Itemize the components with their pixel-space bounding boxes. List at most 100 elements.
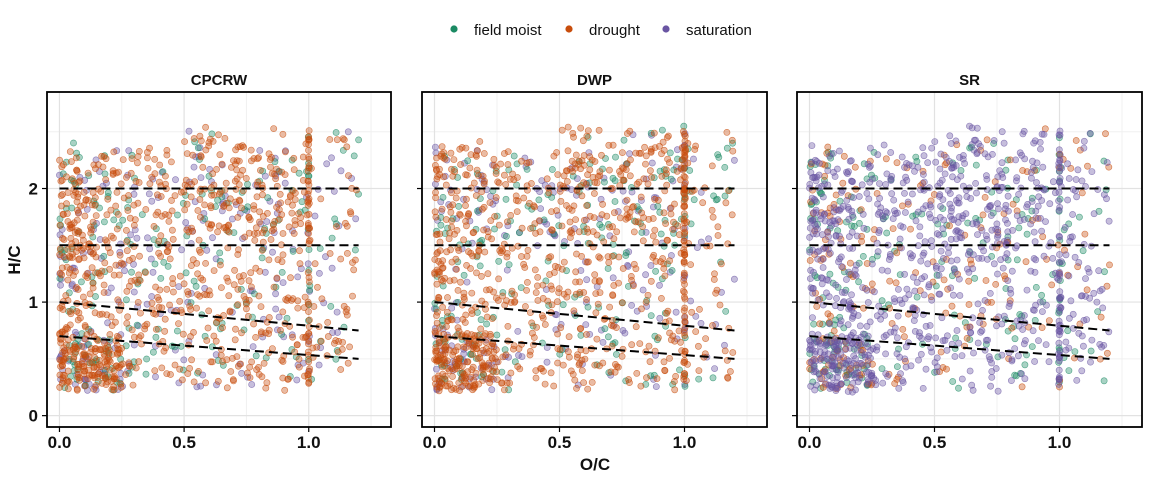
data-point [979, 306, 986, 314]
data-point [66, 348, 74, 356]
data-point [500, 171, 508, 179]
data-point [823, 341, 830, 348]
data-point [851, 222, 858, 230]
data-point [524, 246, 532, 254]
data-point [435, 336, 443, 344]
data-point [134, 199, 142, 207]
data-point [651, 332, 659, 340]
data-point [899, 379, 907, 386]
data-point [117, 383, 125, 391]
data-point [142, 206, 150, 213]
data-point [1028, 343, 1036, 350]
data-point [932, 158, 940, 166]
data-point [252, 333, 259, 341]
data-point [847, 259, 854, 267]
data-point [341, 219, 349, 227]
data-point [100, 281, 108, 289]
data-point [444, 294, 451, 301]
data-point [1052, 189, 1059, 197]
data-point [583, 296, 590, 303]
data-point [187, 306, 194, 313]
data-point [638, 229, 646, 236]
data-point [514, 197, 522, 205]
data-point [1081, 230, 1089, 238]
data-point [445, 235, 453, 243]
data-point [270, 283, 278, 291]
data-point [1086, 129, 1094, 137]
data-point [265, 150, 273, 158]
data-point [585, 258, 592, 266]
data-point [926, 322, 934, 329]
data-point [165, 243, 173, 251]
data-point [266, 197, 274, 205]
data-point [169, 280, 177, 288]
data-point [1062, 251, 1070, 259]
data-point [972, 179, 979, 187]
data-point [81, 212, 89, 220]
legend-label: saturation [686, 22, 752, 39]
data-point [288, 331, 296, 339]
data-point [463, 278, 471, 286]
data-point [444, 316, 452, 324]
data-point [895, 384, 903, 392]
data-point [961, 160, 968, 167]
data-point [214, 228, 221, 236]
data-point [642, 152, 650, 160]
data-point [194, 207, 202, 214]
reference-line [434, 301, 735, 332]
data-point [339, 146, 347, 154]
data-point [573, 353, 581, 361]
data-point [984, 255, 991, 263]
data-point [278, 258, 286, 266]
data-point [148, 299, 156, 307]
data-point [456, 387, 463, 394]
data-point [573, 175, 581, 182]
data-point [915, 356, 922, 364]
data-point [681, 248, 688, 256]
data-point [543, 220, 550, 228]
data-point [901, 355, 909, 363]
data-point [580, 289, 588, 296]
data-point [169, 235, 177, 243]
data-point [810, 268, 817, 276]
data-point [101, 358, 109, 366]
data-point [87, 229, 95, 237]
data-point [113, 188, 121, 196]
data-point [123, 296, 130, 304]
data-point [155, 178, 163, 186]
data-point [582, 321, 590, 328]
data-point [630, 203, 637, 210]
data-point [513, 181, 520, 189]
data-point [163, 151, 171, 159]
data-point [431, 180, 439, 188]
data-point [104, 189, 112, 197]
data-point [507, 211, 515, 219]
data-point [333, 223, 340, 230]
data-point [731, 275, 738, 283]
data-point [328, 234, 336, 242]
data-point [613, 228, 621, 236]
data-point [437, 221, 445, 229]
data-point [813, 230, 820, 238]
data-point [73, 385, 81, 393]
data-point [184, 290, 192, 298]
data-point [207, 202, 215, 210]
data-point [463, 358, 471, 366]
data-point [1055, 376, 1063, 383]
data-point [981, 193, 989, 201]
data-point [629, 203, 636, 211]
data-point [493, 368, 500, 376]
data-point [172, 176, 179, 184]
data-point [855, 278, 862, 286]
data-point [152, 333, 160, 341]
data-point [279, 230, 287, 237]
data-point [250, 320, 257, 328]
data-point [148, 173, 156, 181]
data-point [163, 146, 171, 154]
data-point [713, 195, 721, 203]
data-point [131, 174, 138, 182]
data-point [624, 214, 632, 222]
data-point [1011, 371, 1019, 379]
data-point [184, 370, 192, 377]
data-point [305, 155, 313, 163]
